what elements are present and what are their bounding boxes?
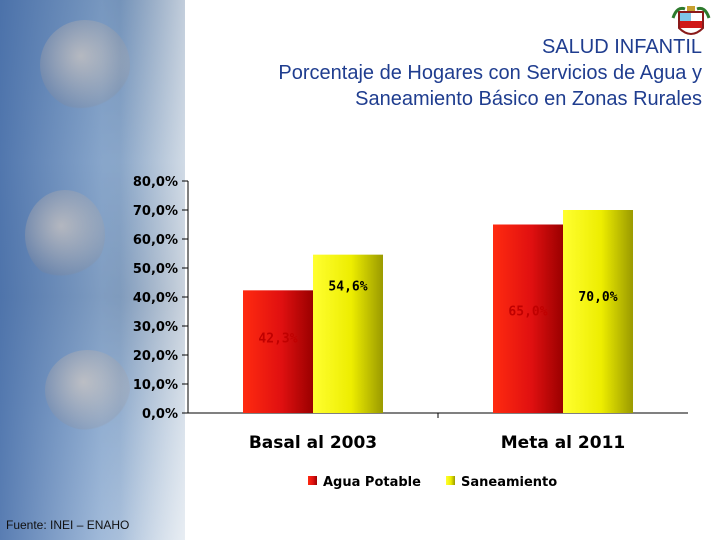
title-line-3: Saneamiento Básico en Zonas Rurales — [355, 88, 702, 110]
title-line-1: SALUD INFANTIL — [541, 36, 702, 58]
chart-axes: 0,0% 10,0% 20,0% 30,0% 40,0% 50,0% 60,0% 70,0% 8… — [133, 175, 688, 422]
y-tick-label: 50,0% — [133, 262, 178, 277]
legend-label: Agua Potable — [323, 475, 421, 490]
photo-fade — [120, 0, 230, 540]
title-line-2: Porcentaje de Hogares con Servicios de A… — [278, 62, 702, 84]
y-tick-label: 0,0% — [142, 407, 178, 422]
y-tick-label: 10,0% — [133, 378, 178, 393]
bar-saneamiento — [563, 210, 633, 413]
child-photo-2 — [25, 190, 105, 280]
y-tick-label: 60,0% — [133, 233, 178, 248]
source-note: Fuente: INEI – ENAHO — [6, 518, 130, 532]
legend-label: Saneamiento — [461, 475, 557, 490]
y-tick-label: 30,0% — [133, 320, 178, 335]
y-tick-label: 40,0% — [133, 291, 178, 306]
y-tick-label: 70,0% — [133, 204, 178, 219]
x-category-label: Meta al 2011 — [501, 433, 626, 453]
bar-agua — [493, 224, 563, 413]
coat-of-arms-icon — [671, 6, 711, 35]
child-photo-1 — [40, 20, 130, 110]
x-category-label: Basal al 2003 — [249, 433, 377, 453]
bar-agua — [243, 290, 313, 413]
child-photo-3 — [45, 350, 130, 430]
legend-swatch — [446, 476, 455, 485]
data-label: 65,0% — [508, 305, 547, 320]
y-tick-label: 80,0% — [133, 175, 178, 190]
y-tick-label: 20,0% — [133, 349, 178, 364]
bar-saneamiento — [313, 254, 383, 413]
data-label: 42,3% — [258, 331, 297, 346]
data-label: 54,6% — [328, 280, 367, 295]
chart-title: SALUD INFANTIL Porcentaje de Hogares con… — [278, 34, 702, 112]
data-label: 70,0% — [578, 290, 617, 305]
legend-swatch — [308, 476, 317, 485]
